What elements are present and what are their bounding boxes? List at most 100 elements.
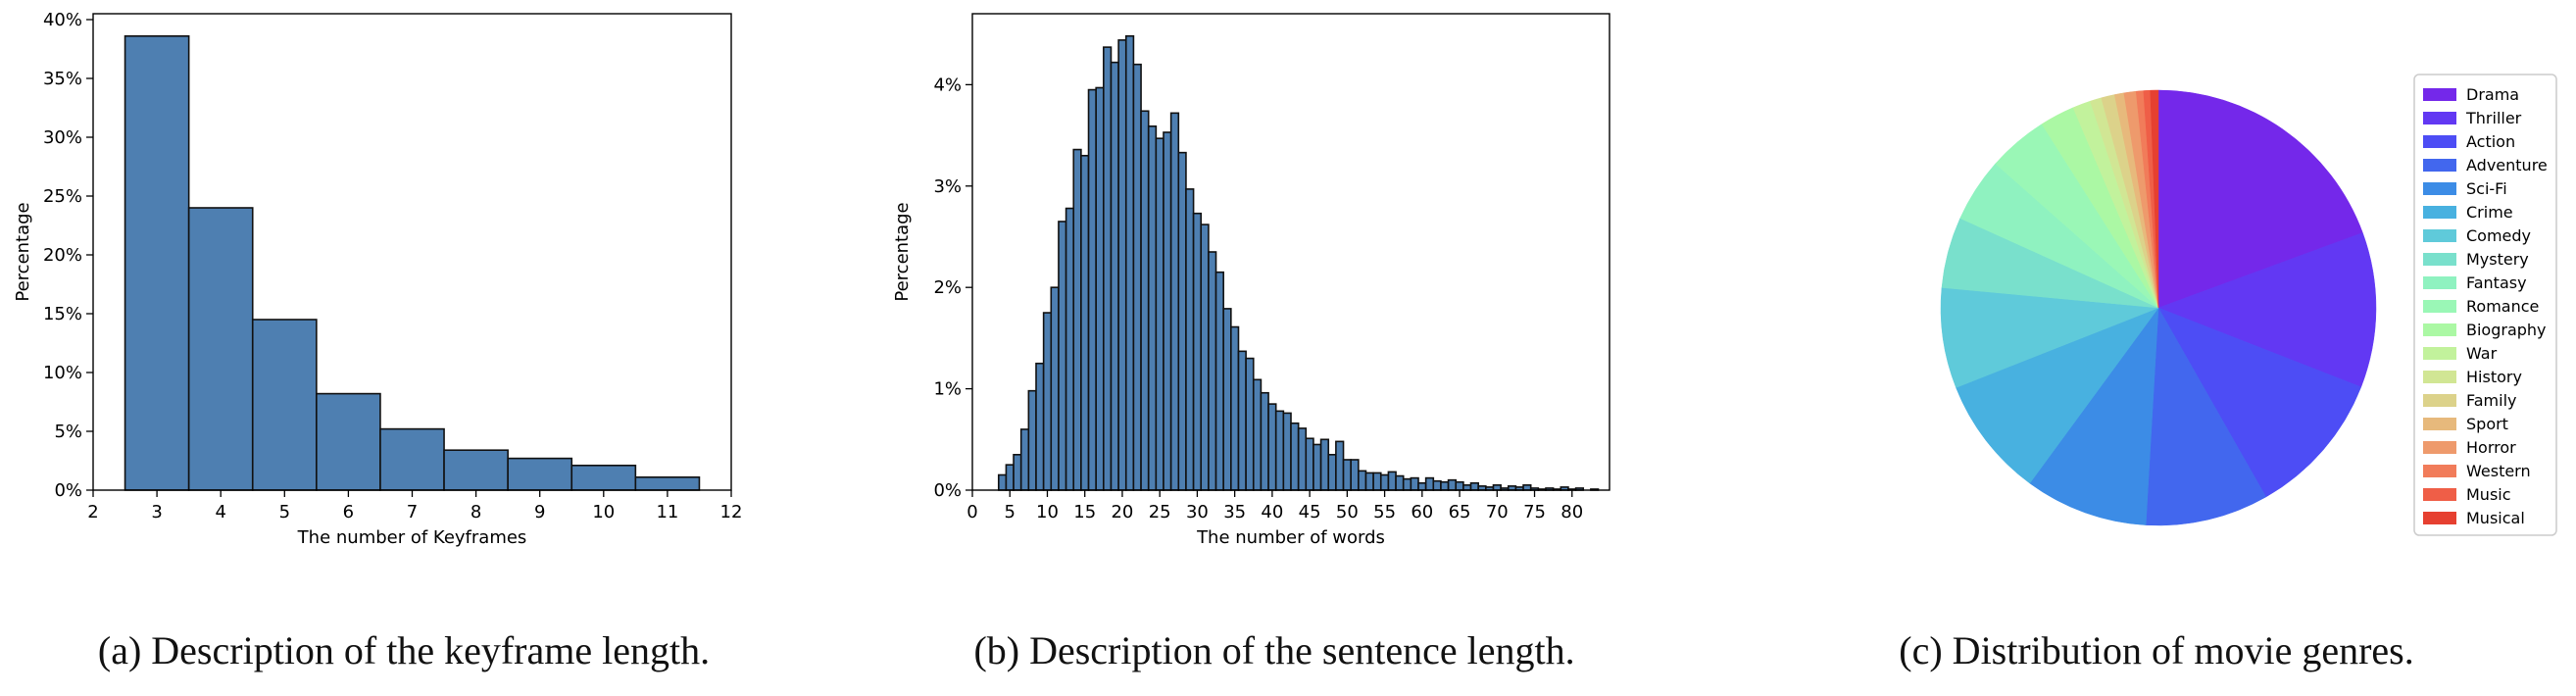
x-tick-label: 75 [1523, 502, 1546, 522]
pie-slice [2157, 89, 2363, 309]
histogram-bar [1035, 362, 1045, 491]
legend-swatch [2423, 276, 2456, 289]
histogram-bar [1177, 151, 1187, 491]
histogram-bar [1492, 484, 1502, 491]
histogram-bar [1095, 86, 1105, 491]
legend-label: Family [2466, 391, 2516, 410]
x-axis-label: The number of Keyframes [297, 527, 527, 548]
histogram-bar [1358, 470, 1367, 491]
histogram-bar [1132, 63, 1142, 491]
y-tick-label: 0% [933, 480, 962, 501]
x-tick-label: 0 [966, 502, 977, 522]
legend-swatch [2423, 182, 2456, 195]
legend-swatch [2423, 465, 2456, 477]
histogram-bar [1140, 110, 1150, 491]
x-tick-label: 55 [1373, 502, 1396, 522]
histogram-bar [1058, 221, 1067, 491]
legend-swatch [2423, 135, 2456, 148]
histogram-bar [1222, 308, 1232, 491]
histogram-bar [1402, 477, 1412, 491]
histogram-bar [1462, 484, 1472, 491]
y-tick-label: 15% [43, 304, 82, 324]
histogram-bar [1237, 350, 1247, 491]
histogram-bar [1447, 478, 1458, 491]
legend-label: Western [2466, 462, 2531, 480]
legend-label: Biography [2466, 321, 2547, 339]
legend-label: Crime [2466, 203, 2513, 222]
x-axis-label: The number of words [1196, 527, 1385, 548]
legend-label: Sci-Fi [2466, 179, 2507, 198]
x-tick-label: 50 [1336, 502, 1359, 522]
legend-swatch [2423, 229, 2456, 242]
legend-label: War [2466, 344, 2498, 363]
histogram-bar [1110, 61, 1119, 491]
histogram-bar [997, 473, 1008, 491]
histogram-bar [1282, 412, 1292, 491]
histogram-bar [1005, 464, 1015, 491]
histogram-bar [1200, 224, 1210, 491]
legend-label: Music [2466, 485, 2511, 504]
histogram-bar [1117, 39, 1127, 491]
histogram-bar [1027, 389, 1037, 491]
histogram-bar [1147, 124, 1158, 491]
legend-label: Thriller [2465, 109, 2522, 127]
legend-swatch [2423, 394, 2456, 407]
x-tick-label: 80 [1560, 502, 1583, 522]
y-tick-label: 4% [933, 75, 962, 95]
histogram-bar [1410, 476, 1419, 491]
histogram-bar [1260, 391, 1269, 491]
y-tick-label: 20% [43, 245, 82, 266]
histogram-bar [1469, 481, 1479, 491]
legend-swatch [2423, 488, 2456, 501]
genre-pie-chart: Drama Thriller Action Adventure Sci-Fi Crime C… [1940, 74, 2557, 536]
histogram-bar [1417, 481, 1427, 491]
x-tick-label: 10 [1036, 502, 1059, 522]
x-tick-label: 6 [343, 502, 354, 522]
legend-swatch [2423, 88, 2456, 101]
x-tick-label: 30 [1186, 502, 1209, 522]
histogram-bar [187, 207, 254, 491]
histogram-bar [1432, 479, 1442, 491]
x-tick-label: 2 [87, 502, 98, 522]
histogram-bar [1424, 476, 1435, 491]
pie-slice [2157, 232, 2377, 388]
histogram-bar [316, 392, 381, 491]
histogram-bar [1313, 443, 1322, 491]
y-tick-label: 30% [43, 127, 82, 148]
histogram-bar [124, 34, 190, 491]
histogram-bar [1522, 484, 1532, 491]
legend-swatch [2423, 253, 2456, 266]
histogram-bar [1013, 454, 1022, 491]
histogram-bar [1342, 459, 1352, 491]
legend-label: Action [2466, 132, 2515, 151]
legend-label: History [2466, 368, 2522, 386]
legend-label: Drama [2466, 85, 2519, 104]
histogram-bar [1245, 357, 1255, 491]
histogram-bar [1387, 471, 1397, 491]
x-tick-label: 60 [1411, 502, 1433, 522]
histogram-bar [1065, 207, 1075, 491]
histogram-bar [1267, 403, 1277, 491]
x-tick-label: 20 [1111, 502, 1133, 522]
histogram-bar [1290, 422, 1300, 491]
histogram-bar [1230, 325, 1240, 491]
legend-label: Adventure [2466, 156, 2548, 174]
y-tick-label: 2% [933, 277, 962, 298]
histogram-bar [443, 449, 509, 491]
x-tick-label: 3 [151, 502, 162, 522]
keyframe-histogram: 2 3 4 5 6 7 8 9 10 11 12 0% 5% 10% 15% 20% 25% 30% 35% 40% T… [13, 10, 742, 548]
histogram-bar [1297, 427, 1308, 491]
legend-swatch [2423, 418, 2456, 430]
histogram-bar [1042, 312, 1053, 491]
histogram-bar [1319, 438, 1330, 491]
histogram-bar [1080, 154, 1090, 491]
x-tick-label: 70 [1486, 502, 1509, 522]
x-tick-label: 45 [1299, 502, 1321, 522]
histogram-bar [1087, 88, 1097, 491]
x-tick-label: 25 [1149, 502, 1171, 522]
legend-swatch [2423, 441, 2456, 454]
histogram-bar [1335, 440, 1345, 491]
histogram-bar [1185, 188, 1195, 491]
pie-slice [2150, 89, 2159, 309]
pie-slice [2157, 307, 2362, 498]
